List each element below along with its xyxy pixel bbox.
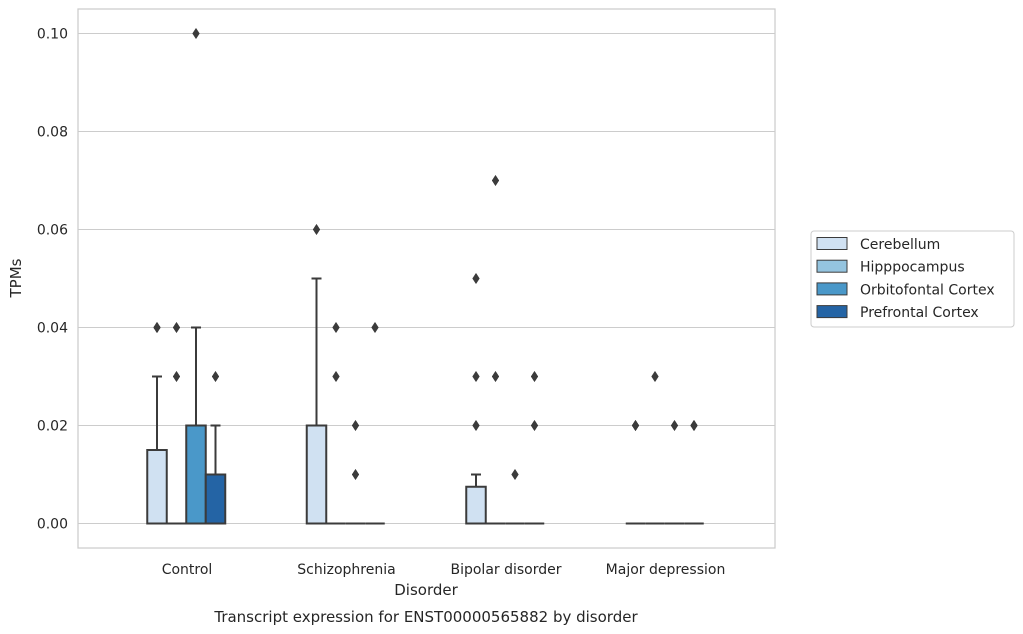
chart-caption: Transcript expression for ENST0000056588…	[213, 608, 638, 626]
outlier-point	[153, 321, 161, 334]
box-group	[505, 468, 525, 525]
y-tick-label: 0.06	[37, 223, 68, 239]
box	[146, 449, 168, 525]
box-group	[684, 419, 704, 525]
outlier-point	[332, 321, 340, 334]
legend-swatch	[816, 237, 848, 250]
box-group	[166, 321, 187, 525]
legend: Cerebellum Hipppocampus Orbitofontal Corte…	[810, 230, 1015, 328]
legend-label: Hipppocampus	[860, 260, 965, 276]
outlier-point	[172, 370, 181, 383]
outlier-point	[651, 370, 659, 383]
outlier-point	[351, 419, 360, 432]
outlier-point	[530, 419, 539, 432]
y-tick-label: 0.10	[37, 27, 68, 43]
outlier-point	[491, 174, 500, 187]
legend-label: Prefrontal Cortex	[860, 305, 979, 321]
grid-lines	[78, 32, 775, 525]
box-group	[146, 321, 168, 525]
legend-swatch	[816, 282, 848, 296]
y-tick-label: 0.00	[37, 517, 68, 533]
box-group	[625, 419, 646, 525]
y-tick-label: 0.08	[37, 125, 68, 141]
outlier-point	[511, 468, 519, 481]
legend-label: Orbitofontal Cortex	[860, 282, 995, 298]
outlier-point	[172, 321, 181, 334]
legend-swatch	[816, 259, 848, 273]
y-tick-label: 0.02	[37, 419, 68, 435]
box-plots	[146, 27, 704, 525]
box-group	[326, 321, 346, 525]
box	[185, 424, 207, 525]
box	[204, 473, 227, 525]
box	[465, 485, 487, 525]
outlier-point	[472, 272, 480, 285]
outlier-point	[312, 223, 321, 236]
legend-swatch	[816, 305, 848, 319]
outlier-point	[351, 468, 360, 481]
outlier-point	[371, 321, 379, 334]
outlier-point	[472, 419, 480, 432]
x-tick-label: Major depression	[606, 562, 726, 578]
plot-frame	[77, 8, 776, 549]
box-group	[664, 419, 685, 525]
box-group	[465, 272, 487, 525]
box-group	[524, 370, 545, 525]
outlier-point	[211, 370, 220, 383]
outlier-point	[530, 370, 539, 383]
x-tick-label: Bipolar disorder	[450, 562, 561, 578]
x-tick-labels: Control Schizophrenia Bipolar disorder Majo…	[162, 562, 726, 578]
y-tick-label: 0.04	[37, 321, 68, 337]
box-group	[185, 27, 207, 525]
box-group	[365, 321, 385, 525]
y-axis-label: TPMs	[7, 258, 25, 298]
outlier-point	[491, 370, 500, 383]
outlier-point	[332, 370, 340, 383]
x-axis-label: Disorder	[394, 581, 458, 599]
box-group	[485, 174, 506, 525]
legend-label: Cerebellum	[860, 237, 940, 253]
outlier-point	[690, 419, 698, 432]
box	[305, 424, 328, 525]
box-group	[345, 419, 366, 525]
y-tick-labels: 0.00 0.02 0.04 0.06 0.08 0.10	[37, 27, 68, 533]
box-group	[204, 370, 227, 525]
box-group	[305, 223, 328, 525]
x-tick-label: Schizophrenia	[297, 562, 395, 578]
outlier-point	[192, 27, 200, 40]
outlier-point	[670, 419, 679, 432]
outlier-point	[472, 370, 480, 383]
box-group	[645, 370, 665, 525]
outlier-point	[631, 419, 640, 432]
x-tick-label: Control	[162, 562, 213, 578]
legend-frame	[810, 230, 1015, 328]
